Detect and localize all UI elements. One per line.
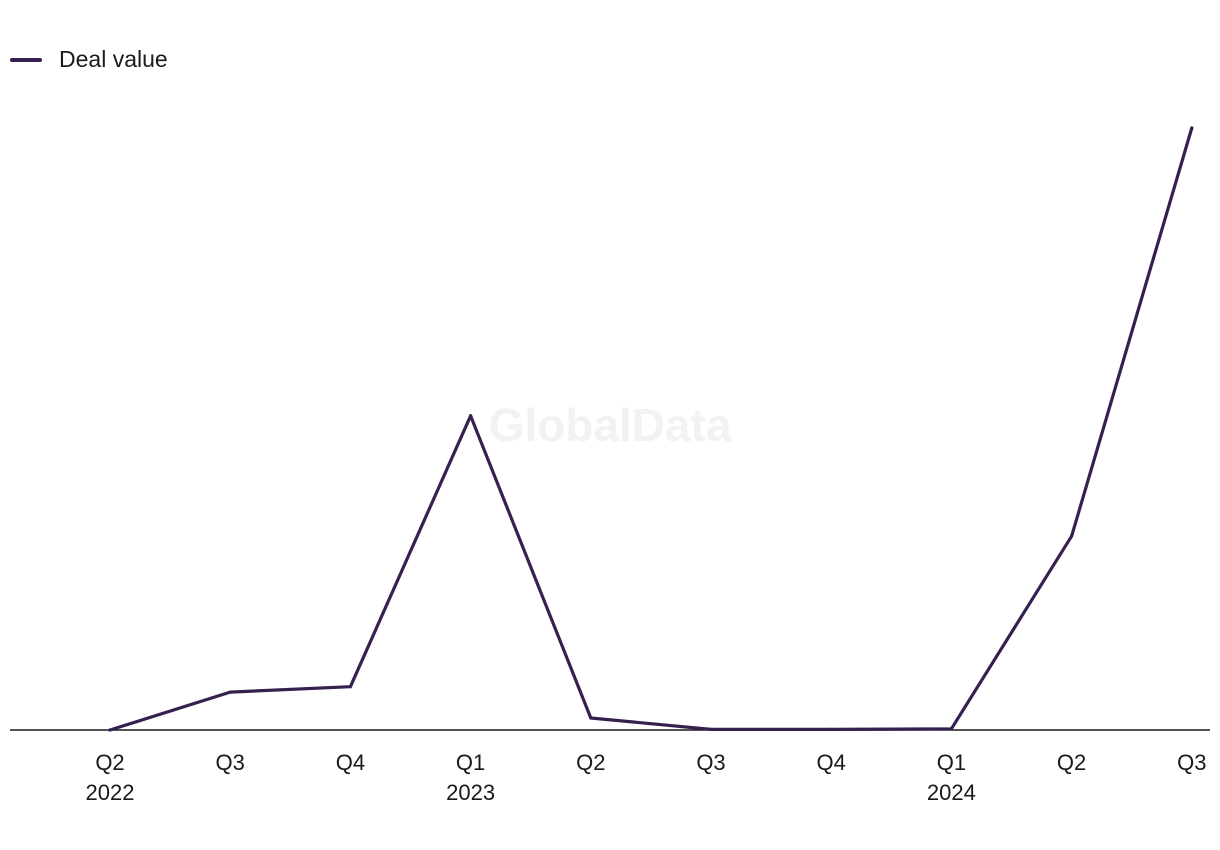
- x-tick-label-8: Q1: [937, 750, 966, 775]
- data-point-9: [1070, 534, 1074, 538]
- x-tick-label-5: Q2: [576, 750, 605, 775]
- x-tick-label-4: Q1: [456, 750, 485, 775]
- x-tick-label-7: Q4: [817, 750, 846, 775]
- x-tick-label-10: Q3: [1177, 750, 1206, 775]
- legend-label: Deal value: [59, 46, 168, 72]
- chart-legend: Deal value: [10, 46, 168, 73]
- watermark-text: GlobalData: [489, 399, 732, 451]
- x-tick-label-3: Q4: [336, 750, 365, 775]
- data-point-6: [709, 727, 713, 731]
- data-point-7: [829, 727, 833, 731]
- x-tick-labels: Q2 2022 Q3 Q4 Q1 2023 Q2 Q3 Q4 Q1 2024 Q2 Q3: [86, 750, 1207, 805]
- x-tick-label-6: Q3: [696, 750, 725, 775]
- data-point-5: [589, 716, 593, 720]
- data-point-10: [1190, 126, 1194, 130]
- legend-line-swatch: [10, 57, 42, 62]
- x-tick-year-1: 2022: [86, 780, 135, 805]
- data-point-2: [228, 690, 232, 694]
- x-tick-label-9: Q2: [1057, 750, 1086, 775]
- data-point-4: [469, 414, 473, 418]
- x-tick-label-1: Q2: [95, 750, 124, 775]
- data-point-1: [108, 728, 112, 732]
- data-point-3: [348, 685, 352, 689]
- x-tick-label-2: Q3: [216, 750, 245, 775]
- x-tick-year-4: 2023: [446, 780, 495, 805]
- data-point-8: [949, 727, 954, 731]
- x-tick-year-8: 2024: [927, 780, 976, 805]
- series-line-deal-value: [108, 126, 1194, 732]
- series-layer: [108, 126, 1194, 732]
